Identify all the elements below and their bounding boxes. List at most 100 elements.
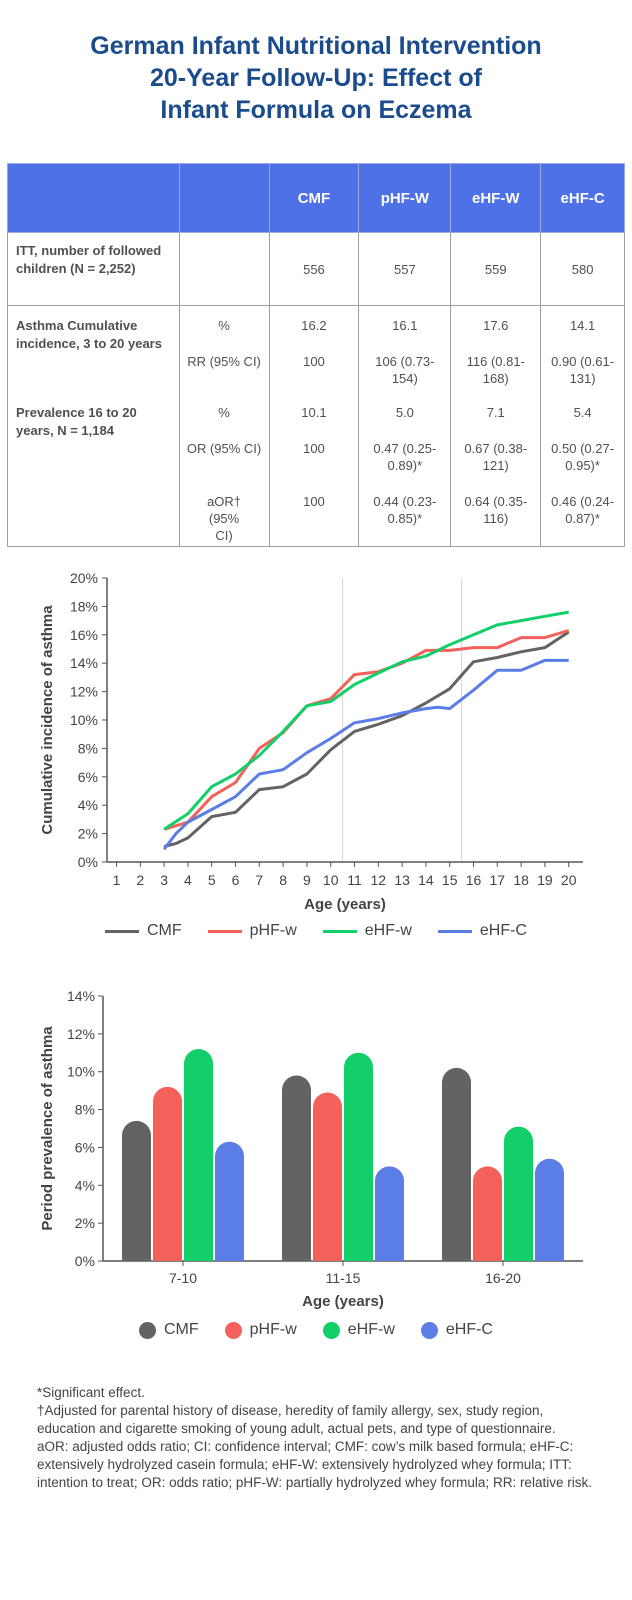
y-tick-label: 0% [75,1253,95,1269]
header-ehf-c: eHF-C [540,163,625,233]
legend-item-ehf-c: eHF-C [420,1321,493,1339]
x-tick-label: 16-20 [485,1270,521,1286]
bar-ehf-w-11-15 [344,1052,373,1261]
legend-label: eHF-C [479,922,527,939]
value: 10.1 [301,404,327,420]
legend-swatch [207,929,242,933]
value: 0.50 (0.27-0.95)* [551,440,615,473]
value: 7.1 [486,404,505,420]
page-title: German Infant Nutritional Intervention 2… [0,30,632,126]
value: 0.46 (0.24-0.87)* [551,493,615,526]
value: 0.44 (0.23-0.85)* [373,493,437,526]
line-chart: 0%2%4%6%8%10%12%14%16%18%20%1 2 3 4 5 6 7 8 9 10 1… [39,570,583,913]
value: 100 [303,354,325,369]
value: 0.67 (0.38-121) [464,440,528,473]
legend-label: pHF-w [249,1321,297,1338]
table-row: Prevalence 16 to 20 years, N = 1,184 % O… [7,393,625,547]
legend-item-phf-w: pHF-w [224,1321,297,1339]
x-axis-label: Age (years) [302,1293,384,1310]
x-tick-label: 10 [323,872,339,888]
footnote: aOR: adjusted odds ratio; CI: confidence… [37,1439,592,1490]
x-tick-label: 15 [442,872,458,888]
series-line-ehf-w [163,610,569,831]
table-cell: 10.1 100 100 [268,393,360,547]
y-tick-label: 6% [78,769,98,785]
title-line: 20-Year Follow-Up: Effect of [150,64,482,92]
x-tick-label: 7 [255,872,263,888]
table-cell: 7.1 0.67 (0.38-121) 0.64 (0.35-116) [450,393,542,547]
header-phf-w: pHF-W [358,163,452,233]
x-tick-label: 16 [466,872,482,888]
x-tick-label: 20 [561,872,577,888]
line-chart-legend: CMF pHF-w eHF-w eHF-C [0,922,632,940]
table-header-row: CMF pHF-W eHF-W eHF-C [7,163,625,233]
value: 0.90 (0.61-131) [551,354,615,386]
value: 100 [303,493,325,509]
bar-phf-w-11-15 [313,1092,342,1261]
value: 0.64 (0.35-116) [464,493,528,526]
legend-item-cmf: CMF [139,1321,199,1339]
legend-swatch [322,1321,340,1339]
title-line: Infant Formula on Eczema [160,96,472,124]
value: 17.6 [483,318,509,333]
x-tick-label: 11-15 [326,1270,361,1286]
legend-label: eHF-w [347,1321,395,1338]
series-line-cmf [163,630,570,848]
metric-label: % [218,404,230,420]
header-cmf: CMF [268,163,360,233]
table-row: Asthma Cumulative incidence, 3 to 20 yea… [7,305,625,394]
value: 16.1 [392,318,418,333]
y-tick-label: 6% [75,1139,95,1155]
legend-label: pHF-w [249,922,297,939]
value: 14.1 [569,318,596,333]
x-tick-label: 3 [160,872,168,888]
y-tick-label: 8% [75,1102,95,1118]
value: 116 (0.81-168) [466,354,525,386]
value: 100 [303,440,325,456]
y-tick-label: 20% [70,570,98,586]
y-axis-label: Period prevalence of asthma [39,1026,56,1231]
footnote: †Adjusted for parental history of diseas… [37,1403,556,1436]
table-cell [178,232,270,306]
legend-item-phf-w: pHF-w [207,922,297,940]
legend-item-ehf-w: eHF-w [322,1321,395,1339]
legend-label: eHF-w [364,922,412,939]
bar-ehf-c-7-10 [215,1141,244,1261]
y-tick-label: 0% [78,854,98,870]
x-tick-label: 14 [418,872,434,888]
table-cell: 559 [450,232,542,306]
header-blank [178,163,270,233]
legend-label: CMF [164,1321,199,1338]
legend-swatch [437,929,472,933]
footnotes: *Significant effect. †Adjusted for paren… [37,1384,597,1492]
x-tick-label: 5 [208,872,216,888]
y-tick-label: 10% [70,712,98,728]
y-tick-label: 12% [70,684,98,700]
series-line-ehf-c [162,658,569,851]
y-axis-label: Cumulative incidence of asthma [39,605,56,835]
x-tick-label: 12 [371,872,387,888]
legend-swatch [322,929,357,933]
header-blank [7,163,180,233]
title-line: German Infant Nutritional Intervention [90,32,542,60]
footnote: *Significant effect. [37,1385,145,1400]
bar-phf-w-16-20 [473,1166,502,1261]
bar-cmf-16-20 [442,1067,471,1261]
table-row: ITT, number of followed children (N = 2,… [7,232,625,306]
y-tick-label: 2% [78,826,98,842]
y-tick-label: 14% [70,655,98,671]
series-line-phf-w [163,629,570,831]
x-tick-label: 6 [232,872,240,888]
y-tick-label: 12% [67,1026,95,1042]
x-tick-label: 13 [394,872,410,888]
metric-label: aOR† (95% CI) [207,493,242,543]
x-tick-label: 1 [113,872,121,888]
x-tick-label: 11 [347,872,362,888]
x-tick-label: 2 [136,872,144,888]
bar-ehf-c-11-15 [375,1166,404,1261]
value: 0.47 (0.25-0.89)* [373,440,437,473]
metric-label: OR (95% CI) [186,440,262,456]
x-axis-label: Age (years) [304,896,386,913]
table-cell: 5.0 0.47 (0.25-0.89)* 0.44 (0.23-0.85)* [358,393,452,547]
value: 5.4 [573,404,592,420]
